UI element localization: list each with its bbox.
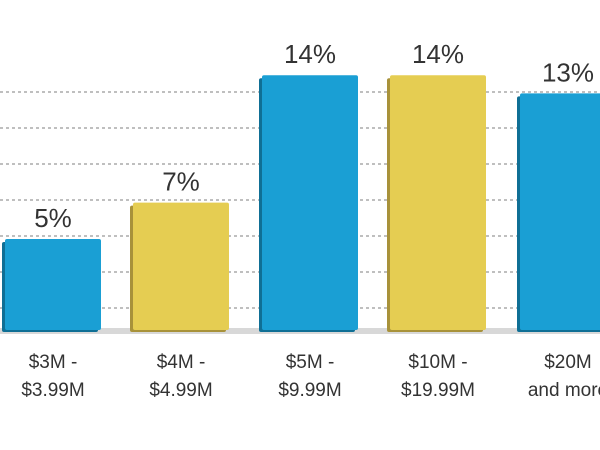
value-label: 5% (34, 203, 72, 233)
category-label: $9.99M (278, 380, 341, 401)
category-label: $3.99M (21, 380, 84, 401)
bar (262, 75, 358, 330)
category-label: $5M - (286, 352, 335, 373)
bar (390, 75, 486, 330)
category-label: $4M - (157, 352, 206, 373)
value-label: 14% (412, 39, 464, 69)
bar (520, 93, 600, 330)
value-label: 14% (284, 39, 336, 69)
value-label: 7% (162, 167, 200, 197)
category-label: $10M - (408, 352, 467, 373)
category-label: $19.99M (401, 380, 475, 401)
bar (133, 202, 229, 330)
value-label: 13% (542, 57, 594, 87)
category-label: $20M (544, 352, 592, 373)
bar (5, 239, 101, 330)
category-label: and more (528, 380, 600, 401)
category-label: $3M - (29, 352, 78, 373)
category-label: $4.99M (149, 380, 212, 401)
